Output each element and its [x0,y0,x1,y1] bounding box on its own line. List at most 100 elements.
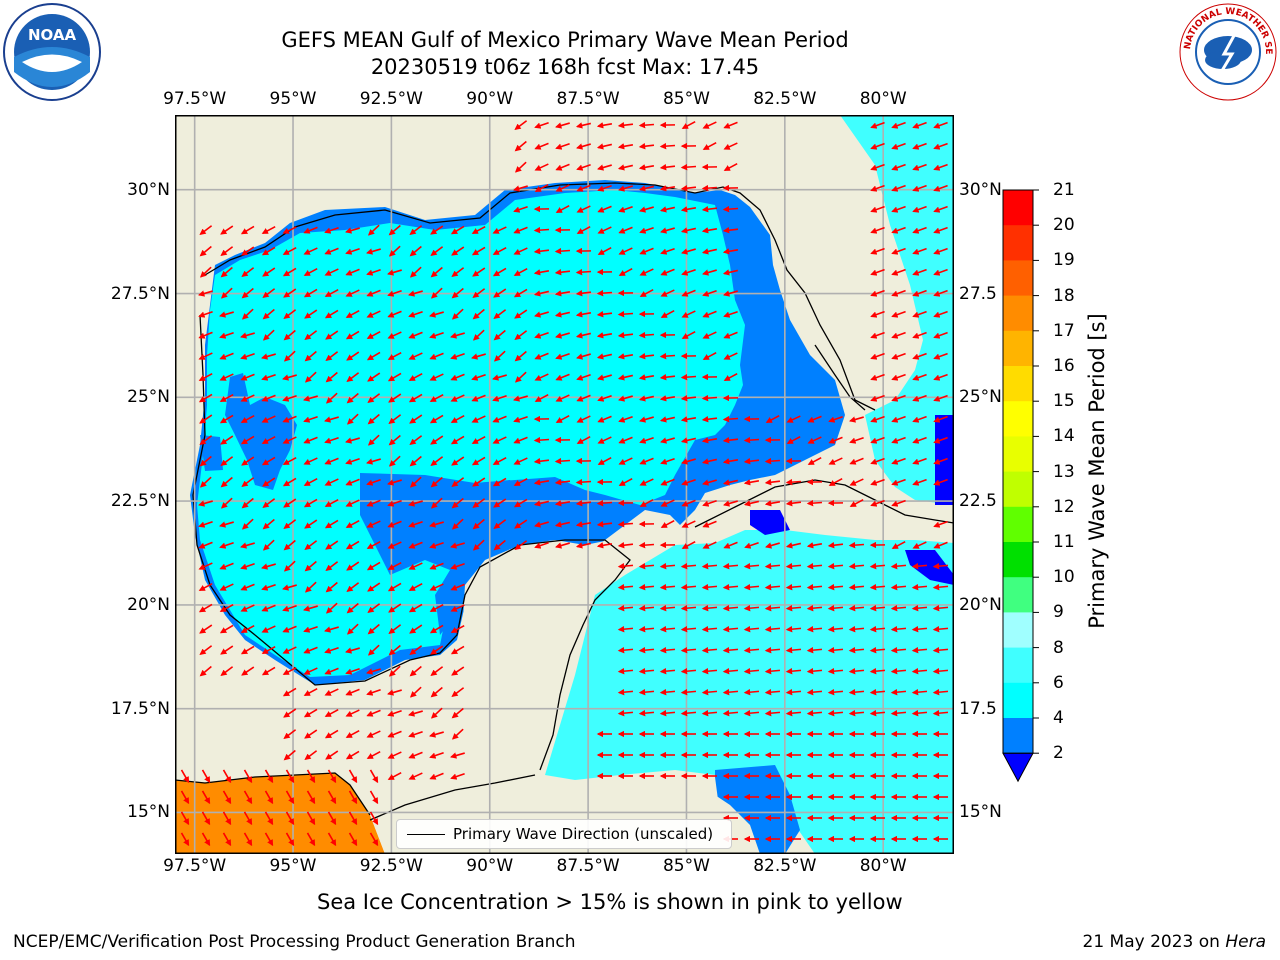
wave-arrow [702,520,717,528]
wave-arrow [870,226,885,234]
wave-arrow [870,289,885,297]
wave-arrow [429,731,444,738]
wave-arrow [327,832,337,847]
wave-arrow [325,330,339,340]
legend-label: Primary Wave Direction (unscaled) [453,825,714,843]
wave-arrow [827,688,844,696]
wave-arrow [451,477,465,487]
wave-arrow [327,769,337,784]
wave-arrow [533,500,550,507]
wave-arrow [891,184,906,192]
wave-arrow [304,581,317,593]
wave-arrow [701,227,718,234]
wave-arrow [912,268,927,276]
wave-arrow [264,769,274,784]
wave-arrow [576,184,591,192]
wave-arrow [451,687,465,697]
wave-arrow [617,374,634,381]
wave-arrow [617,604,634,612]
wave-arrow [345,330,360,340]
wave-arrow [304,519,318,529]
wave-arrow [639,289,654,297]
wave-arrow [785,604,802,612]
colorbar-label: Primary Wave Mean Period [s] [1085,313,1109,629]
wave-arrow [533,479,550,486]
wave-arrow [198,352,213,360]
wave-arrow [493,329,506,341]
wave-arrow [430,686,443,698]
wave-arrow [555,352,570,360]
wave-arrow [429,604,444,612]
wave-arrow [450,604,465,612]
wave-arrow [220,266,233,278]
colorbar-segment [1003,190,1033,226]
wave-arrow [492,267,507,277]
wave-arrow [639,416,654,423]
wave-arrow [575,290,592,297]
wave-arrow [660,478,675,486]
wave-arrow [241,267,255,277]
wave-arrow [201,769,211,784]
wave-arrow [933,478,948,486]
wave-arrow [345,750,360,760]
wave-arrow [743,562,760,570]
wave-arrow [933,541,948,549]
wave-arrow [659,688,676,696]
wave-arrow [933,226,948,234]
wave-arrow [722,205,739,213]
wave-arrow [891,121,906,129]
wave-arrow [681,331,696,339]
wave-arrow [219,352,234,360]
wave-arrow [639,436,654,444]
wave-arrow [618,395,633,402]
wave-arrow [261,373,276,381]
wave-arrow [786,436,801,444]
wave-arrow [870,184,885,192]
wave-arrow [723,331,738,339]
wave-arrow [408,393,423,403]
wave-arrow [513,457,528,465]
wave-arrow [870,436,885,444]
gulf-dark-patch-south [360,473,525,635]
wave-arrow [514,330,528,340]
wave-arrow [681,248,696,255]
wave-arrow [261,394,276,402]
wave-arrow [911,604,928,612]
wave-arrow [891,268,906,276]
wave-arrow [617,709,634,717]
wave-arrow [282,477,297,487]
wave-arrow [222,769,232,784]
wave-arrow [198,290,213,297]
wave-arrow [849,499,864,507]
colorbar-segment [1003,260,1033,297]
wave-arrow [325,371,338,383]
atlantic-region [840,115,954,505]
wave-arrow [722,583,739,591]
lon-tick-bottom: 90°W [466,856,514,876]
wave-arrow [201,832,211,847]
wave-arrow [408,310,423,318]
wave-arrow [743,604,760,612]
wave-arrow [933,121,948,129]
wave-arrow [450,752,465,759]
wave-arrow [827,625,844,633]
wave-arrow [617,583,634,591]
wave-arrow [576,373,591,381]
wave-arrow [304,729,318,739]
wave-arrow [576,394,591,402]
wave-arrow [597,247,612,255]
wave-arrow [870,352,885,360]
wave-arrow [240,394,255,402]
wave-arrow [471,415,486,423]
lat-tick-right: 15°N [959,802,1002,823]
lat-tick-right: 30°N [959,179,1002,200]
wave-arrow [806,542,823,549]
wave-arrow [282,625,297,633]
wave-arrow [911,646,928,654]
wave-arrow [408,583,423,591]
wave-arrow [912,457,927,465]
wave-arrow [701,667,718,675]
wave-arrow [366,520,381,528]
wave-arrow [283,288,297,298]
wave-arrow [346,351,360,361]
